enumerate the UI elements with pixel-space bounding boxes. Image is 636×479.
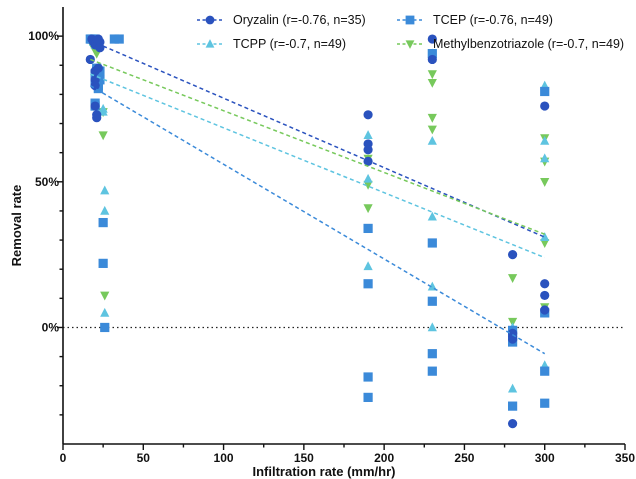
- data-point: [100, 185, 110, 195]
- data-point: [427, 70, 437, 80]
- data-point: [363, 130, 373, 139]
- data-point: [100, 205, 110, 215]
- data-point: [427, 349, 437, 359]
- data-point: [95, 75, 105, 85]
- data-point: [363, 204, 373, 214]
- data-point: [109, 34, 119, 44]
- data-point: [540, 279, 550, 289]
- x-tick-label: 150: [294, 451, 314, 465]
- y-tick-label: 100%: [28, 29, 59, 43]
- legend-label: Oryzalin (r=-0.76, n=35): [233, 13, 366, 27]
- data-point: [427, 135, 437, 145]
- x-tick-label: 100: [214, 451, 234, 465]
- data-point: [100, 291, 110, 301]
- legend-marker: [205, 39, 215, 48]
- data-point: [540, 239, 550, 249]
- legend-label: TCEP (r=-0.76, n=49): [433, 13, 553, 27]
- data-point: [427, 238, 437, 248]
- legend-item-3: TCPP (r=-0.7, n=49): [197, 37, 346, 51]
- data-point: [540, 366, 550, 376]
- legend-label: Methylbenzotriazole (r=-0.7, n=49): [433, 37, 624, 51]
- series-2-points: [85, 34, 550, 411]
- series-1-points: [85, 34, 550, 429]
- data-point: [363, 392, 373, 402]
- x-tick-label: 300: [535, 451, 555, 465]
- axes: 0 50 100 150 200 250 300 350 100% 50% 0% Infiltrati…: [9, 7, 635, 479]
- data-point: [90, 101, 100, 111]
- data-point: [98, 217, 108, 228]
- legend-marker: [405, 40, 415, 49]
- y-tick-label: 0%: [42, 320, 60, 334]
- data-point: [540, 290, 550, 301]
- x-axis-label: Infiltration rate (mm/hr): [252, 464, 395, 479]
- data-point: [100, 322, 110, 333]
- data-point: [363, 223, 373, 234]
- data-point: [363, 145, 373, 155]
- data-point: [114, 34, 124, 44]
- data-point: [363, 372, 373, 382]
- data-point: [540, 398, 550, 408]
- data-point: [93, 63, 103, 73]
- data-point: [540, 178, 550, 187]
- data-point: [427, 54, 437, 65]
- data-point: [540, 305, 550, 315]
- data-point: [427, 113, 437, 123]
- data-point: [540, 101, 550, 111]
- data-point: [427, 366, 437, 376]
- data-point: [508, 383, 518, 393]
- series-2-fit-line: [89, 85, 546, 355]
- data-point: [507, 250, 518, 260]
- series-4-points: [85, 35, 550, 327]
- series-3-points: [85, 33, 550, 393]
- plot-area: [63, 33, 625, 429]
- data-point: [427, 125, 437, 135]
- legend-item-2: TCEP (r=-0.76, n=49): [397, 13, 553, 27]
- data-point: [508, 274, 518, 283]
- data-point: [540, 86, 550, 97]
- data-point: [95, 43, 105, 53]
- data-point: [427, 49, 437, 59]
- series-4-fit-line: [90, 58, 545, 235]
- data-point: [363, 261, 373, 271]
- data-point: [363, 180, 373, 190]
- series-1-fit-line: [89, 39, 546, 238]
- data-point: [363, 279, 373, 289]
- data-point: [98, 131, 108, 141]
- x-tick-label: 250: [454, 451, 474, 465]
- data-point: [540, 153, 550, 163]
- data-point: [427, 296, 437, 306]
- data-point: [508, 401, 518, 411]
- legend-marker: [405, 15, 415, 25]
- y-tick-label: 50%: [35, 175, 59, 189]
- legend-item-4: Methylbenzotriazole (r=-0.7, n=49): [397, 37, 624, 51]
- data-point: [92, 113, 102, 123]
- data-point: [90, 81, 100, 91]
- data-point: [427, 211, 437, 221]
- x-tick-label: 200: [374, 451, 394, 465]
- data-point: [95, 69, 105, 79]
- data-point: [98, 258, 108, 268]
- x-tick-label: 350: [615, 451, 635, 465]
- data-point: [507, 419, 518, 429]
- data-point: [427, 34, 437, 44]
- data-point: [540, 232, 550, 241]
- x-tick-label: 50: [137, 451, 151, 465]
- legend-item-1: Oryzalin (r=-0.76, n=35): [197, 13, 366, 27]
- data-point: [363, 173, 373, 183]
- data-point: [508, 317, 518, 327]
- y-axis-label: Removal rate: [9, 185, 24, 267]
- data-point: [540, 135, 550, 145]
- legend-marker: [205, 15, 215, 25]
- data-point: [427, 322, 437, 332]
- data-point: [100, 307, 110, 317]
- legend: Oryzalin (r=-0.76, n=35) TCEP (r=-0.76, n…: [197, 13, 624, 51]
- data-point: [427, 78, 437, 88]
- x-tick-label: 0: [60, 451, 67, 465]
- series-3-fit-line: [90, 73, 545, 259]
- data-point: [363, 110, 373, 120]
- legend-label: TCPP (r=-0.7, n=49): [233, 37, 346, 51]
